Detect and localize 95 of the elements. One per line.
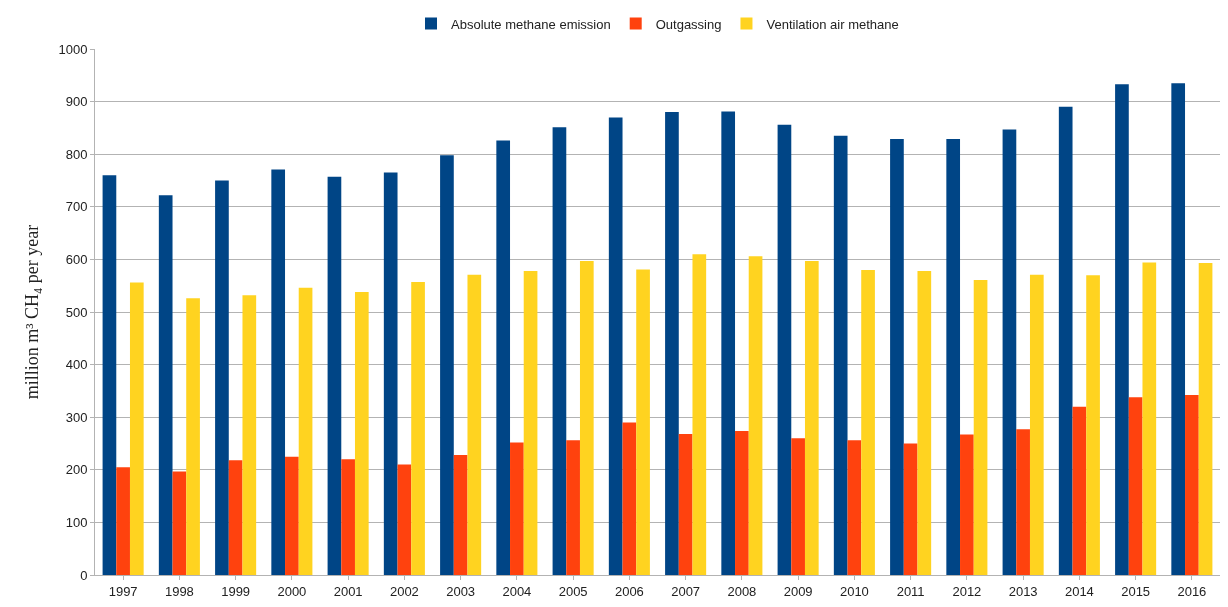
y-tick-label: 400 — [65, 357, 88, 373]
bar — [735, 430, 749, 575]
bar — [327, 176, 342, 575]
x-tick-label: 1997 — [108, 583, 138, 599]
bar — [411, 282, 425, 575]
y-tick-label: 300 — [65, 409, 88, 425]
bar — [1171, 83, 1186, 575]
x-tick-label: 2003 — [446, 583, 476, 599]
y-tick-label: 500 — [65, 304, 88, 320]
bar — [1142, 262, 1157, 575]
x-tick-label: 2012 — [952, 583, 982, 599]
bar — [777, 124, 792, 575]
bar — [960, 434, 974, 575]
y-tick-label: 600 — [65, 251, 88, 267]
bar — [1128, 397, 1143, 575]
bar — [678, 434, 693, 575]
y-tick-label: 0 — [80, 567, 88, 583]
bar — [566, 440, 580, 575]
bar — [510, 442, 524, 575]
bar — [622, 422, 637, 575]
bar — [608, 117, 623, 575]
bar — [1072, 406, 1087, 575]
y-tick-label: 800 — [65, 146, 88, 162]
x-tick-label: 1998 — [164, 583, 194, 599]
x-tick-label: 2000 — [277, 583, 307, 599]
legend-label: Ventilation air methane — [766, 16, 899, 32]
x-tick-label: 2007 — [671, 583, 701, 599]
bar — [804, 260, 819, 575]
x-tick-label: 2016 — [1177, 583, 1207, 599]
bar — [1002, 129, 1017, 575]
bar — [285, 456, 299, 575]
bar — [116, 467, 130, 575]
y-axis-title: million m³ CH₄ per year — [21, 224, 42, 400]
bar — [946, 138, 961, 575]
bar — [1185, 395, 1199, 575]
bar — [636, 269, 650, 575]
bar — [973, 279, 988, 575]
bar — [172, 471, 187, 575]
bar — [847, 440, 862, 575]
x-tick-label: 2005 — [558, 583, 588, 599]
bar — [1016, 429, 1030, 575]
x-tick-label: 2013 — [1008, 583, 1038, 599]
bar — [129, 282, 144, 575]
bar — [523, 270, 538, 575]
bar — [397, 464, 412, 575]
bar — [440, 155, 454, 575]
bar — [1029, 274, 1044, 575]
bar — [228, 460, 243, 575]
bar — [496, 140, 511, 575]
bar — [354, 292, 369, 575]
bar — [791, 438, 805, 575]
legend-label: Absolute methane emission — [451, 16, 611, 32]
bar — [341, 459, 355, 575]
bar — [158, 195, 173, 575]
bar — [890, 138, 904, 575]
bar — [748, 256, 763, 575]
bar — [1115, 84, 1129, 575]
x-tick-label: 1999 — [221, 583, 251, 599]
bar — [186, 298, 200, 575]
y-tick-label: 700 — [65, 199, 88, 215]
bar — [453, 455, 468, 575]
legend-label: Outgassing — [655, 16, 722, 32]
x-tick-label: 2010 — [839, 583, 869, 599]
bar — [861, 269, 875, 575]
x-tick-label: 2009 — [783, 583, 813, 599]
bar — [1058, 106, 1073, 575]
bar — [692, 254, 707, 575]
bar — [579, 260, 594, 575]
y-tick-label: 900 — [65, 94, 88, 110]
bar — [903, 443, 918, 575]
bar — [1086, 275, 1100, 575]
bar — [271, 169, 286, 575]
x-tick-label: 2011 — [896, 583, 925, 599]
x-tick-label: 2008 — [727, 583, 757, 599]
x-tick-label: 2015 — [1121, 583, 1151, 599]
x-tick-label: 2002 — [389, 583, 419, 599]
bar — [721, 111, 736, 575]
bar — [242, 295, 257, 575]
bar — [215, 180, 229, 575]
x-tick-label: 2006 — [614, 583, 644, 599]
y-tick-label: 100 — [65, 514, 88, 530]
bar — [298, 287, 313, 575]
bar — [1198, 263, 1213, 575]
bar — [833, 135, 848, 575]
bar — [665, 112, 679, 575]
bar — [467, 274, 482, 575]
x-tick-label: 2001 — [333, 583, 363, 599]
bar — [552, 127, 567, 575]
bar — [102, 175, 117, 575]
x-tick-label: 2014 — [1064, 583, 1094, 599]
y-tick-label: 200 — [65, 462, 88, 478]
x-tick-label: 2004 — [502, 583, 532, 599]
bar — [383, 172, 398, 575]
y-tick-label: 1000 — [58, 41, 88, 57]
bar — [917, 270, 932, 575]
